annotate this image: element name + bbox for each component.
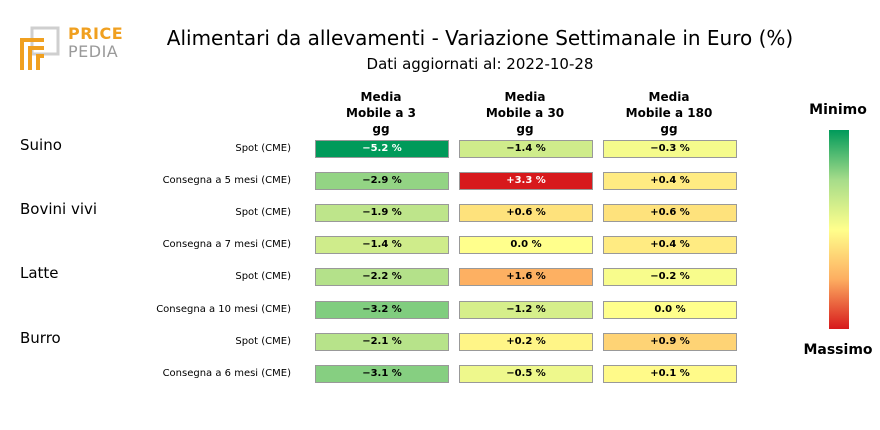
heatmap-cell: +0.6 %: [603, 204, 737, 223]
heatmap-cell: +0.4 %: [603, 172, 737, 191]
heatmap-cell: +0.9 %: [603, 332, 737, 351]
heatmap-cell: −1.4 %: [459, 140, 593, 158]
heatmap-cell: +0.1 %: [603, 364, 737, 383]
row-label: Spot (CME): [235, 207, 291, 219]
heatmap-cell: −2.9 %: [315, 172, 449, 191]
heatmap-cell: +0.6 %: [459, 204, 593, 223]
heatmap-cell: −0.2 %: [603, 268, 737, 287]
group-label: Bovini vivi: [20, 200, 98, 219]
chart-subtitle: Dati aggiornati al: 2022-10-28: [366, 55, 594, 73]
group-label: Latte: [20, 264, 59, 283]
chart-title: Alimentari da allevamenti - Variazione S…: [166, 26, 794, 50]
heatmap-cell: −1.2 %: [459, 300, 593, 319]
heatmap-cell: +0.4 %: [603, 236, 737, 255]
heatmap-cell: 0.0 %: [603, 300, 737, 319]
column-header: Media Mobile a 30 gg: [485, 90, 565, 136]
group-label: Burro: [20, 328, 61, 347]
group-label: Suino: [20, 136, 62, 154]
logo-mark-icon: [20, 26, 60, 70]
heatmap-cell: +1.6 %: [459, 268, 593, 287]
row-label: Consegna a 7 mesi (CME): [162, 239, 291, 251]
row-label: Spot (CME): [235, 143, 291, 154]
logo-word-price: PRICE: [68, 24, 124, 43]
row-label: Consegna a 10 mesi (CME): [156, 303, 291, 315]
heatmap-cell: −1.9 %: [315, 204, 449, 223]
logo-word-pedia: PEDIA: [68, 42, 119, 61]
row-label: Spot (CME): [235, 335, 291, 347]
row-label: Consegna a 6 mesi (CME): [162, 367, 291, 379]
heatmap-cell: −1.4 %: [315, 236, 449, 255]
heatmap-cell: −3.1 %: [315, 364, 449, 383]
heatmap-cell: −2.2 %: [315, 268, 449, 287]
heatmap-cell: −0.3 %: [603, 140, 737, 158]
heatmap-cell: 0.0 %: [459, 236, 593, 255]
heatmap-cell: +3.3 %: [459, 172, 593, 191]
color-scale-bar: [829, 130, 849, 329]
column-header: Media Mobile a 180 gg: [625, 90, 713, 136]
pricepedia-logo: PRICE PEDIA: [20, 24, 130, 74]
column-header: Media Mobile a 3 gg: [346, 90, 416, 136]
heatmap-cell: −0.5 %: [459, 364, 593, 383]
heatmap-cell: −3.2 %: [315, 300, 449, 319]
heatmap-cell: −2.1 %: [315, 332, 449, 351]
legend-min-label: Minimo: [809, 102, 867, 118]
row-label: Spot (CME): [235, 271, 291, 283]
heatmap-cell: +0.2 %: [459, 332, 593, 351]
legend-max-label: Massimo: [803, 342, 873, 358]
row-label: Consegna a 5 mesi (CME): [162, 175, 291, 187]
heatmap-cell: −5.2 %: [315, 140, 449, 158]
